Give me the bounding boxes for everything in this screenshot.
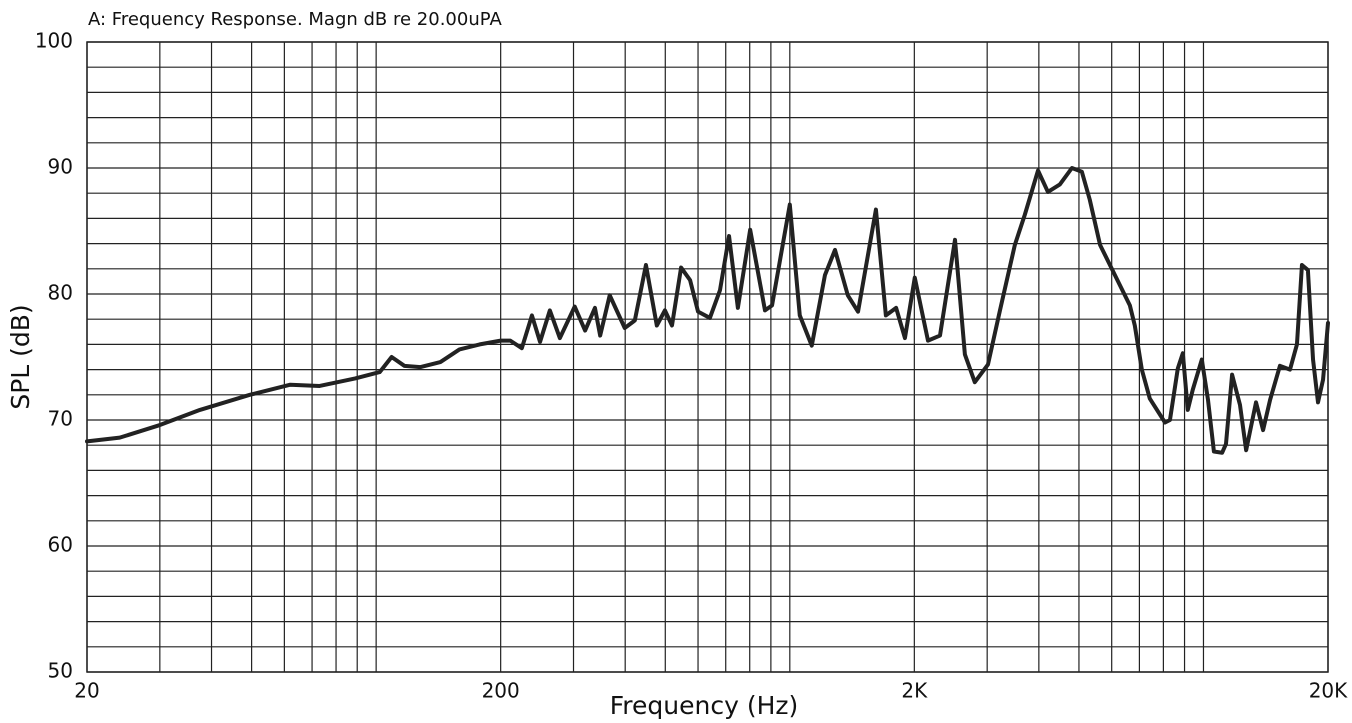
x-axis-label: Frequency (Hz) [610, 691, 799, 720]
y-axis-label: SPL (dB) [6, 304, 35, 409]
plot-frame [86, 41, 1329, 673]
response-line [85, 166, 1330, 455]
x-tick-label: 2K [901, 679, 928, 703]
x-tick-label: 20K [1309, 679, 1348, 703]
y-tick-label: 60 [48, 533, 73, 557]
chart-title: A: Frequency Response. Magn dB re 20.00u… [88, 9, 502, 30]
x-tick-label: 20 [74, 679, 99, 703]
y-tick-label: 50 [48, 659, 73, 683]
y-tick-label: 100 [35, 29, 73, 53]
x-tick-label: 200 [482, 679, 520, 703]
y-tick-label: 90 [48, 155, 73, 179]
y-tick-label: 70 [48, 407, 73, 431]
y-tick-label: 80 [48, 281, 73, 305]
